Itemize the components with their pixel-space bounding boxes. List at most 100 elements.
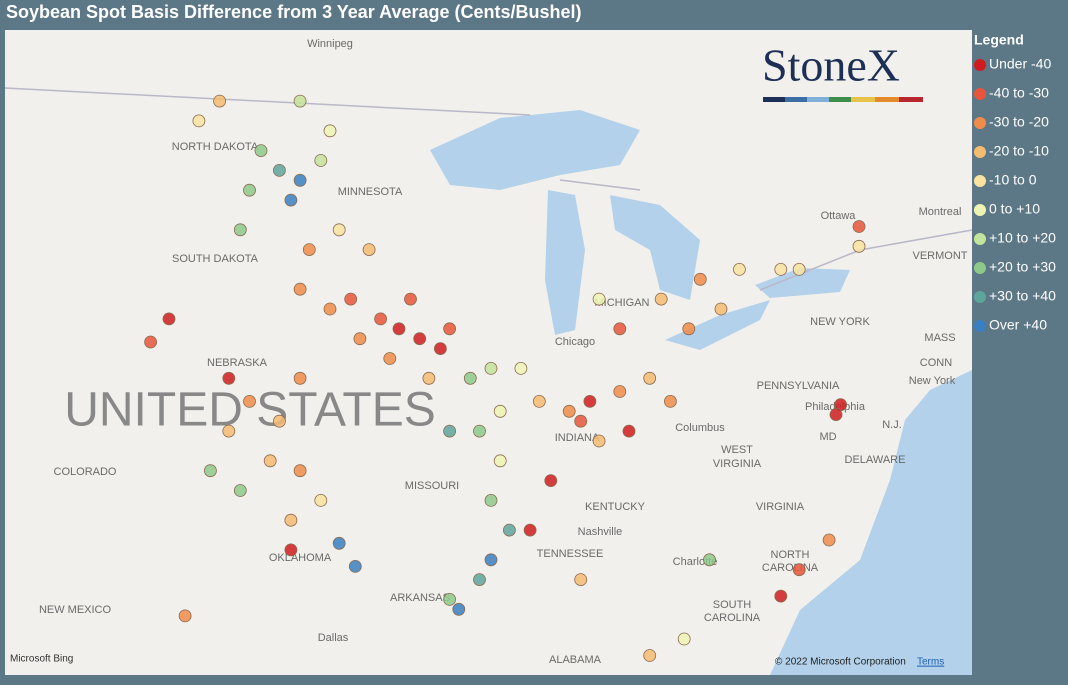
map-labels: Winnipeg NORTH DAKOTA MINNESOTA SOUTH DAKOT…: [39, 38, 968, 666]
point: [852, 239, 866, 253]
map-label: WEST: [721, 444, 753, 456]
legend-label: -30 to -20: [989, 114, 1049, 130]
map-label: NORTH: [771, 549, 810, 561]
logo-stripe: [807, 97, 829, 102]
map-label: MD: [819, 431, 836, 443]
point: [774, 589, 788, 603]
legend-label: -10 to 0: [989, 172, 1037, 188]
map-label: MASS: [924, 332, 955, 344]
point: [392, 322, 406, 336]
legend-label: +30 to +40: [989, 288, 1056, 304]
legend-label: -40 to -30: [989, 85, 1049, 101]
point: [677, 632, 691, 646]
point: [413, 332, 427, 346]
point: [463, 371, 477, 385]
point: [374, 312, 388, 326]
point: [314, 154, 328, 167]
map-label: CAROLINA: [704, 612, 761, 624]
point: [484, 493, 498, 507]
point: [293, 282, 307, 296]
point: [443, 593, 457, 606]
point: [233, 223, 247, 237]
point: [323, 124, 337, 138]
point: [592, 292, 606, 306]
point: [222, 424, 236, 438]
point: [302, 243, 316, 257]
legend-title: Legend: [974, 32, 1024, 48]
map-label: OKLAHOMA: [269, 552, 332, 564]
point: [682, 322, 696, 336]
point: [613, 322, 627, 336]
legend-swatch: [974, 175, 986, 187]
map-label: New York: [909, 375, 956, 387]
legend-label: -20 to -10: [989, 143, 1049, 159]
logo-stripe: [875, 97, 899, 102]
point: [484, 361, 498, 375]
map-label: SOUTH DAKOTA: [172, 253, 259, 265]
legend-label: 0 to +10: [989, 201, 1040, 217]
map-label: NEBRASKA: [207, 357, 268, 369]
point: [514, 361, 528, 375]
point: [293, 173, 307, 187]
map-label: KENTUCKY: [585, 501, 646, 513]
point: [293, 464, 307, 478]
point: [523, 523, 537, 537]
legend-label: +10 to +20: [989, 230, 1056, 246]
point: [574, 573, 588, 586]
point: [574, 414, 588, 428]
map-label: ALABAMA: [549, 654, 602, 666]
logo-stripe: [785, 97, 807, 102]
legend-swatch: [974, 59, 986, 71]
point: [192, 114, 206, 128]
logo-stripe: [899, 97, 923, 102]
map-label: COLORADO: [54, 466, 117, 478]
legend-label: +20 to +30: [989, 259, 1056, 275]
point: [452, 602, 466, 616]
legend-swatch: [974, 146, 986, 158]
point: [203, 464, 217, 478]
map-label: MICHIGAN: [595, 297, 650, 309]
point: [293, 371, 307, 385]
point: [562, 404, 576, 418]
point: [654, 292, 668, 306]
point: [443, 322, 457, 336]
map-label: MINNESOTA: [338, 186, 403, 198]
point: [592, 434, 606, 448]
point: [213, 94, 227, 108]
point: [162, 312, 176, 326]
point: [332, 536, 346, 550]
legend-label: Over +40: [989, 317, 1047, 333]
point: [362, 243, 376, 257]
lake-ontario: [755, 268, 850, 298]
point: [284, 193, 298, 207]
point: [348, 560, 362, 573]
legend-swatch: [974, 88, 986, 100]
point: [272, 163, 286, 177]
legend-swatch: [974, 117, 986, 129]
point: [664, 394, 677, 408]
point: [293, 94, 307, 108]
lake-michigan: [545, 190, 585, 335]
title: Soybean Spot Basis Difference from 3 Yea…: [6, 2, 582, 22]
logo: StoneX: [762, 40, 923, 102]
point: [344, 292, 358, 306]
point: [852, 220, 866, 233]
map-label: Montreal: [919, 206, 962, 218]
logo-stripe: [851, 97, 875, 102]
point: [643, 371, 657, 385]
lake-superior: [430, 110, 640, 190]
logo-text: StoneX: [762, 40, 900, 91]
map-label: Ottawa: [821, 210, 857, 222]
point: [643, 649, 657, 662]
lake-huron: [610, 195, 700, 300]
map: [4, 30, 973, 675]
point: [404, 292, 417, 306]
map-label: UNITED STATES: [64, 384, 436, 437]
terms-link[interactable]: Terms: [917, 657, 944, 668]
point: [284, 513, 298, 527]
logo-stripe: [829, 97, 851, 102]
map-label: SOUTH: [713, 599, 752, 611]
point: [792, 563, 806, 577]
legend-swatch: [974, 204, 986, 216]
